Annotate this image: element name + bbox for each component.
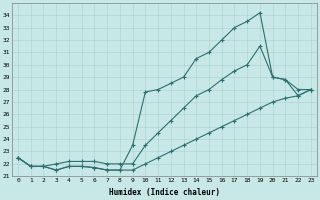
X-axis label: Humidex (Indice chaleur): Humidex (Indice chaleur) — [109, 188, 220, 197]
